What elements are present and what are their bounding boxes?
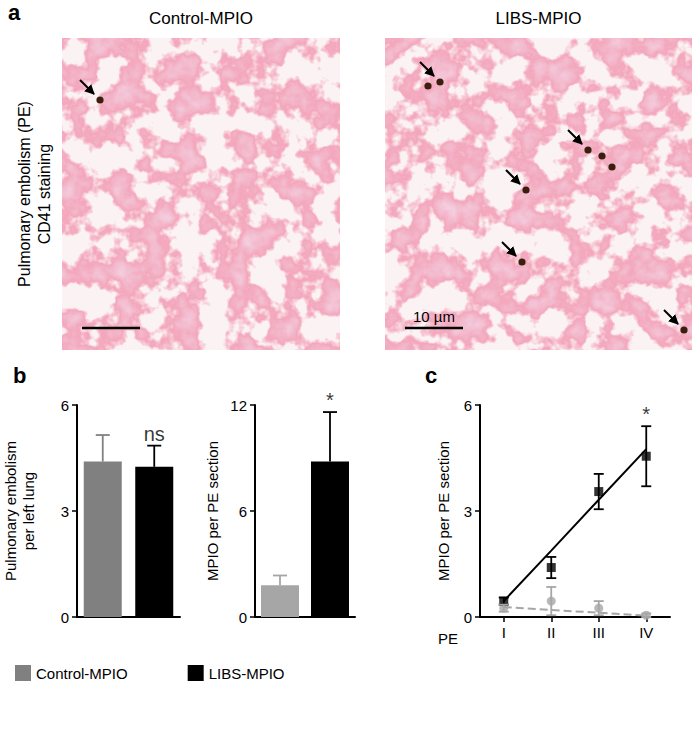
svg-text:MPIO per PE section: MPIO per PE section	[435, 441, 452, 581]
svg-text:ns: ns	[144, 423, 165, 445]
svg-text:b: b	[13, 363, 26, 388]
svg-text:0: 0	[239, 609, 247, 626]
svg-text:LIBS-MPIO: LIBS-MPIO	[209, 665, 285, 682]
svg-text:Pulmonary embolism: Pulmonary embolism	[2, 441, 19, 581]
svg-text:3: 3	[61, 503, 69, 520]
svg-text:IV: IV	[639, 624, 653, 641]
svg-text:I: I	[502, 624, 506, 641]
svg-text:0: 0	[61, 609, 69, 626]
svg-text:6: 6	[239, 503, 247, 520]
svg-text:*: *	[642, 403, 650, 425]
svg-text:12: 12	[230, 397, 247, 414]
svg-text:6: 6	[464, 397, 472, 414]
svg-text:a: a	[8, 0, 21, 25]
svg-text:LIBS-MPIO: LIBS-MPIO	[496, 9, 582, 28]
svg-text:II: II	[547, 624, 555, 641]
svg-text:*: *	[326, 389, 334, 411]
svg-text:III: III	[592, 624, 605, 641]
svg-text:3: 3	[464, 503, 472, 520]
svg-text:MPIO per PE section: MPIO per PE section	[204, 441, 221, 581]
svg-text:per left lung: per left lung	[20, 472, 37, 550]
svg-text:c: c	[425, 363, 437, 388]
svg-text:PE: PE	[438, 630, 458, 647]
svg-text:10 µm: 10 µm	[413, 308, 455, 325]
svg-text:Pulmonary embolism (PE)CD41 st: Pulmonary embolism (PE)CD41 staining	[16, 101, 53, 287]
svg-text:Control-MPIO: Control-MPIO	[36, 665, 128, 682]
svg-text:0: 0	[464, 609, 472, 626]
svg-text:6: 6	[61, 397, 69, 414]
svg-text:Control-MPIO: Control-MPIO	[149, 9, 253, 28]
